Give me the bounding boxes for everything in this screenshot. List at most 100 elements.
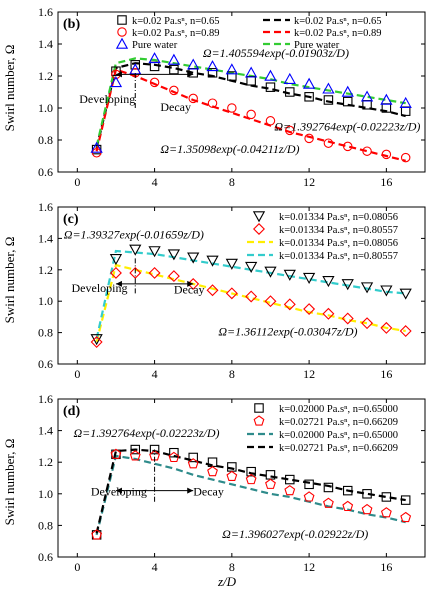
y-axis-label-panel-c: Swirl number, Ω	[2, 237, 17, 324]
data-point	[169, 447, 179, 458]
data-point	[149, 61, 160, 72]
data-point	[304, 92, 314, 102]
legend-label: k=0.02000 Pa.sⁿ, n=0.65000	[279, 404, 398, 415]
legend-marker	[254, 403, 264, 413]
data-point	[322, 82, 335, 94]
data-point	[206, 284, 219, 297]
data-point	[399, 288, 412, 300]
data-point	[167, 249, 181, 261]
data-point	[380, 507, 392, 518]
x-tick-label: 12	[303, 367, 315, 381]
data-point	[206, 60, 219, 72]
y-tick-label: 1.4	[38, 37, 53, 51]
data-point	[381, 149, 392, 160]
annotation: Developing	[91, 484, 147, 498]
data-point	[284, 484, 296, 496]
data-point	[380, 321, 393, 334]
data-point	[264, 266, 277, 278]
data-point	[361, 317, 374, 330]
y-tick-label: 0.8	[38, 518, 53, 532]
x-tick-label: 16	[380, 367, 392, 381]
legend-marker	[253, 415, 265, 426]
legend-label: k=0.02000 Pa.sⁿ, n=0.65000	[279, 430, 398, 441]
data-point	[227, 71, 237, 81]
data-point	[109, 76, 123, 88]
y-tick-label: 1.4	[38, 424, 53, 438]
data-point	[285, 87, 295, 97]
data-point	[90, 141, 103, 153]
series-line	[95, 68, 406, 162]
data-point	[187, 58, 200, 70]
arrow-head-right	[187, 280, 194, 287]
panel-label: (c)	[63, 212, 79, 227]
annotation: Ω=1.35098exp(-0.04211z/D)	[160, 142, 299, 156]
x-tick-label: 8	[229, 367, 235, 381]
data-point	[302, 77, 316, 89]
y-tick-label: 1.0	[38, 294, 53, 308]
data-point	[360, 282, 374, 294]
data-point	[400, 495, 411, 505]
data-point	[130, 444, 141, 455]
data-point	[129, 266, 142, 279]
annotation: Ω=1.396027exp(-0.02922z/D)	[222, 527, 368, 541]
legend-label: Pure water	[132, 40, 178, 51]
data-point	[341, 312, 354, 325]
data-point	[207, 466, 218, 477]
data-point	[285, 474, 295, 485]
data-point	[187, 277, 200, 290]
data-point	[283, 298, 296, 311]
data-point	[245, 473, 257, 485]
legend-label: k=0.01334 Pa.sⁿ, n=0.08056	[279, 212, 398, 223]
arrow-head-right	[187, 71, 194, 78]
data-point	[206, 255, 219, 267]
x-tick-label: 16	[380, 560, 392, 574]
y-tick-label: 0.8	[38, 326, 53, 340]
data-point	[245, 261, 258, 273]
y-tick-label: 1.4	[38, 231, 53, 245]
y-tick-label: 0.6	[38, 165, 53, 179]
series-line	[95, 448, 406, 534]
chart-panel-1: 0 4 8 12 16 0.6 0.8 1.0 1.2 1.4 1.6 (b) Ω=1.405594ex…	[38, 5, 426, 189]
y-tick-label: 1.6	[38, 5, 53, 19]
y-axis-label-panel-d: Swirl number, Ω	[2, 439, 17, 526]
legend-marker	[115, 37, 129, 49]
annotation: Developing	[79, 92, 135, 106]
legend-label: k=0.01334 Pa.sⁿ, n=0.08056	[279, 238, 398, 249]
data-point	[264, 295, 277, 308]
data-point	[148, 52, 161, 64]
arrow-head-left	[115, 487, 122, 494]
legend-label: k=0.02 Pa.sⁿ, n=0.65	[132, 16, 220, 27]
data-point	[342, 96, 353, 107]
data-point	[227, 103, 237, 113]
data-point	[342, 141, 353, 152]
data-point	[207, 68, 218, 78]
annotation: Decay	[174, 282, 205, 296]
x-tick-label: 4	[152, 175, 158, 189]
data-point	[226, 470, 238, 482]
legend-label: k=0.02 Pa.sⁿ, n=0.89	[132, 28, 220, 39]
legend-label: Pure water	[294, 40, 340, 51]
data-point	[341, 85, 354, 97]
legend-marker	[117, 15, 127, 25]
data-point	[323, 482, 334, 493]
data-point	[91, 529, 103, 540]
y-tick-label: 1.2	[38, 69, 53, 83]
series-line	[95, 62, 406, 149]
plot-frame	[57, 206, 426, 365]
data-point	[111, 66, 121, 76]
data-point	[109, 254, 123, 266]
data-point	[246, 109, 256, 120]
x-axis-label: z/D	[217, 574, 237, 589]
y-axis-label-panel-b: Swirl number, Ω	[2, 45, 17, 132]
data-point	[148, 246, 161, 258]
data-point	[265, 116, 276, 126]
x-tick-label: 8	[229, 175, 235, 189]
annotation: Ω=1.405594exp(-0.01903z/D)	[203, 46, 349, 60]
x-tick-label: 12	[303, 560, 315, 574]
x-tick-label: 0	[74, 560, 80, 574]
data-point	[342, 485, 353, 496]
legend-label: k=0.02 Pa.sⁿ, n=0.89	[294, 28, 382, 39]
data-point	[246, 466, 256, 477]
data-point	[399, 96, 412, 108]
